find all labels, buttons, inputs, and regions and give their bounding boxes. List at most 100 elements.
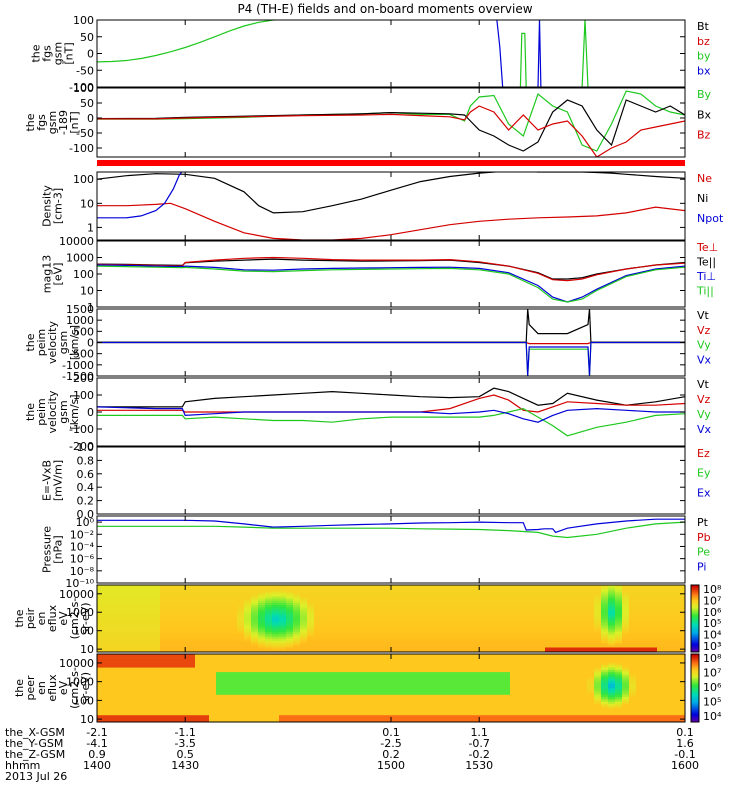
spectrogram-cell <box>419 654 427 657</box>
legend-item: by <box>697 50 711 63</box>
spectrogram-cell <box>440 585 448 588</box>
spectrogram-cell <box>272 672 280 675</box>
spectrogram-cell <box>545 699 553 703</box>
spectrogram-cell <box>363 710 371 714</box>
spectrogram-cell <box>132 593 140 597</box>
spectrogram-cell <box>517 585 525 588</box>
spectrogram-cell <box>258 667 266 671</box>
spectrogram-cell <box>433 694 441 698</box>
series-line-ni <box>97 172 685 214</box>
spectrogram-cell <box>139 710 147 714</box>
spectrogram-cell <box>125 694 133 698</box>
spectrogram-cell <box>615 587 623 590</box>
spectrogram-cell <box>314 627 322 631</box>
spectrogram-cell <box>349 591 357 595</box>
spectrogram-cell <box>272 660 280 664</box>
spectrogram-cell <box>412 627 420 631</box>
spectrogram-cell <box>531 627 539 631</box>
spectrogram-cell <box>118 663 126 666</box>
spectrogram-cell <box>307 656 315 660</box>
spectrogram-cell <box>321 634 329 637</box>
spectrogram-cell <box>209 660 217 664</box>
spectrogram-cell <box>377 667 385 671</box>
spectrogram-cell <box>622 593 630 597</box>
spectrogram-cell <box>118 676 126 680</box>
spectrogram-cell <box>300 669 308 673</box>
spectrogram-cell <box>482 717 490 721</box>
spectrogram-cell <box>503 663 511 666</box>
spectrogram-cell <box>566 616 574 620</box>
spectrogram-cell <box>405 591 413 595</box>
spectrogram-cell <box>622 620 630 624</box>
spectrogram-cell <box>314 685 322 689</box>
spectrogram-cell <box>118 629 126 633</box>
spectrogram-cell <box>279 631 287 635</box>
spectrogram-cell <box>160 607 168 611</box>
spectrogram-cell <box>440 683 448 687</box>
spectrogram-cell <box>181 645 189 649</box>
spectrogram-cell <box>356 683 364 687</box>
spectrogram-cell <box>188 683 196 687</box>
spectrogram-cell <box>538 607 546 611</box>
spectrogram-cell <box>356 665 364 669</box>
spectrogram-cell <box>454 656 462 660</box>
spectrogram-cell <box>118 710 126 714</box>
spectrogram-cell <box>615 585 623 588</box>
spectrogram-cell <box>461 591 469 595</box>
spectrogram-cell <box>272 636 280 640</box>
spectrogram-cell <box>489 625 497 628</box>
spectrogram-cell <box>139 647 147 651</box>
spectrogram-cell <box>244 701 252 705</box>
spectrogram-cell <box>426 676 434 680</box>
spectrogram-cell <box>384 701 392 705</box>
spectrogram-cell <box>97 688 105 691</box>
spectrogram-cell <box>300 593 308 597</box>
colorbar-segment <box>691 591 699 594</box>
spectrogram-cell <box>559 638 567 642</box>
spectrogram-cell <box>300 694 308 698</box>
spectrogram-cell <box>412 658 420 662</box>
spectrogram-cell <box>258 589 266 593</box>
spectrogram-cell <box>188 647 196 651</box>
spectrogram-cell <box>167 690 175 694</box>
spectrogram-cell <box>244 627 252 631</box>
spectrogram-cell <box>489 623 497 626</box>
spectrogram-cell <box>538 699 546 703</box>
spectrogram-cell <box>321 701 329 705</box>
spectrogram-cell <box>146 654 154 657</box>
spectrogram-cell <box>580 585 588 588</box>
spectrogram-cell <box>328 663 336 666</box>
spectrogram-cell <box>230 665 238 669</box>
spectrogram-cell <box>377 678 385 682</box>
spectrogram-cell <box>601 629 609 633</box>
spectrogram-cell <box>531 591 539 595</box>
spectrogram-cell <box>153 692 161 696</box>
spectrogram-cell <box>447 625 455 628</box>
spectrogram-cell <box>573 658 581 662</box>
spectrogram-cell <box>244 585 252 588</box>
spectrogram-cell <box>314 616 322 620</box>
spectrogram-cell <box>524 602 532 606</box>
spectrogram-cell <box>349 715 357 719</box>
spectrogram-cell <box>104 683 112 687</box>
spectrogram-cell <box>293 667 301 671</box>
spectrogram-cell <box>349 596 357 599</box>
spectrogram-cell <box>580 611 588 615</box>
spectrogram-cell <box>265 636 273 640</box>
spectrogram-cell <box>412 712 420 716</box>
spectrogram-cell <box>475 618 483 622</box>
spectrogram-cell <box>146 683 154 687</box>
spectrogram-cell <box>552 620 560 624</box>
spectrogram-cell <box>188 669 196 673</box>
spectrogram-cell <box>160 715 168 719</box>
spectrogram-cell <box>342 618 350 622</box>
spectrogram-cell <box>447 712 455 716</box>
spectrogram-cell <box>216 585 224 588</box>
spectrogram-cell <box>447 719 455 722</box>
spectrogram-cell <box>566 602 574 606</box>
spectrogram-cell <box>146 681 154 685</box>
spectrogram-cell <box>293 616 301 620</box>
spectrogram-cell <box>573 719 581 722</box>
spectrogram-cell <box>195 627 203 631</box>
colorbar-frame <box>690 584 700 653</box>
